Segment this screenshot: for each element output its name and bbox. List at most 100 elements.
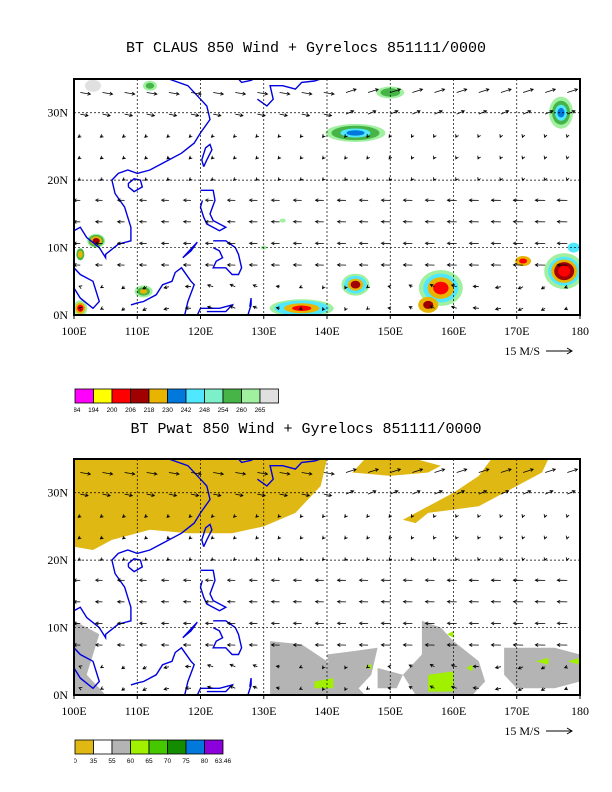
wind-vector-arrow xyxy=(78,285,83,289)
wind-vector-arrow xyxy=(322,687,326,692)
lon-tick-label: 130E xyxy=(251,324,276,338)
lat-tick-label: 10N xyxy=(47,621,68,635)
wind-vector-arrow xyxy=(512,621,524,626)
wind-vector-arrow xyxy=(190,113,200,117)
wind-vector-arrow xyxy=(138,198,147,203)
legend-swatch xyxy=(148,388,168,404)
wind-vector-arrow xyxy=(500,88,512,93)
pwat-band-60 xyxy=(428,671,454,692)
cloud-contour xyxy=(77,250,83,258)
wind-vector-arrow xyxy=(450,305,457,310)
legend-swatch xyxy=(74,739,94,755)
wind-vector-arrow xyxy=(138,263,147,267)
wind-vector-arrow xyxy=(206,305,214,310)
wind-vector-arrow xyxy=(80,91,92,96)
cloud-contour xyxy=(346,130,365,136)
wind-vector-arrow xyxy=(94,643,103,647)
wind-vector-arrow xyxy=(121,665,126,670)
wind-vector-arrow xyxy=(556,621,568,626)
coastline xyxy=(201,143,213,167)
wind-vector-arrow xyxy=(358,263,369,267)
wind-vector-arrow xyxy=(543,155,548,160)
wind-vector-arrow xyxy=(166,134,171,138)
wind-vector-arrow xyxy=(292,643,302,647)
pwat-band-55 xyxy=(402,620,486,695)
wind-vector-arrow xyxy=(121,134,126,138)
wind-vector-arrow xyxy=(160,643,169,647)
wind-vector-arrow xyxy=(446,621,457,626)
wind-vector-arrow xyxy=(160,263,169,267)
wind-vector-arrow xyxy=(336,599,347,604)
legend-swatch xyxy=(74,388,94,404)
wind-vector-arrow xyxy=(543,177,548,182)
wind-vector-arrow xyxy=(116,219,125,224)
wind-vector-arrow xyxy=(163,285,169,290)
wind-vector-arrow xyxy=(226,241,236,246)
wind-vector-arrow xyxy=(292,578,302,583)
lat-tick-label: 20N xyxy=(47,173,68,187)
wind-vector-arrow xyxy=(299,155,304,160)
wind-vector-arrow xyxy=(277,514,282,518)
legend-value-label: 55 xyxy=(108,758,116,765)
wind-vector-arrow xyxy=(255,514,260,518)
wind-vector-arrow xyxy=(204,643,214,647)
wind-vector-arrow xyxy=(344,665,348,670)
wind-vector-arrow xyxy=(556,198,568,203)
wind-vector-arrow xyxy=(521,134,526,139)
coastline xyxy=(130,266,196,315)
wind-vector-arrow xyxy=(358,643,369,647)
wind-vector-arrow xyxy=(204,578,214,583)
wind-vector-arrow xyxy=(204,198,214,203)
wind-vector-arrow xyxy=(248,621,258,626)
wind-vector-arrow xyxy=(94,578,103,583)
wind-vector-arrow xyxy=(455,514,459,519)
wind-vector-arrow xyxy=(366,306,370,310)
wind-vector-arrow xyxy=(543,557,548,562)
wind-vector-arrow xyxy=(322,307,326,312)
wind-vector-arrow xyxy=(517,307,524,311)
wind-vector-arrow xyxy=(522,468,534,473)
lon-tick-label: 180 xyxy=(571,324,589,338)
wind-vector-arrow xyxy=(299,557,304,562)
wind-vectors xyxy=(74,468,579,692)
wind-vector-arrow xyxy=(408,686,413,690)
wind-vector-arrow xyxy=(204,621,214,626)
lon-tick-label: 140E xyxy=(314,324,339,338)
wind-vector-arrow xyxy=(301,471,313,476)
wind-vector-arrow xyxy=(168,113,178,117)
lat-tick-label: 20N xyxy=(47,553,68,567)
wind-vector-arrow xyxy=(277,155,282,160)
lat-tick-label: 30N xyxy=(47,486,68,500)
wind-vector-arrow xyxy=(336,263,347,267)
legend-value-label: 206 xyxy=(125,407,136,414)
wind-vector-arrow xyxy=(512,198,524,203)
coastline xyxy=(196,303,235,315)
wind-vector-arrow xyxy=(299,535,304,540)
wind-vector-arrow xyxy=(545,490,554,495)
wind-vector-arrow xyxy=(229,685,236,689)
wind-vector-arrow xyxy=(144,514,148,518)
lon-tick-label: 110E xyxy=(125,324,150,338)
wind-vector-arrow xyxy=(358,599,369,604)
wind-vector-arrow xyxy=(563,665,568,669)
wind-vector-arrow xyxy=(301,113,311,117)
legend-value-label: 35 xyxy=(90,758,98,765)
wind-vector-arrow xyxy=(499,134,503,139)
wind-vector-arrow xyxy=(468,599,479,604)
coastline xyxy=(74,79,211,310)
wind-vector-arrow xyxy=(512,219,524,224)
lon-tick-label: 140E xyxy=(314,704,339,718)
wind-vector-arrow xyxy=(380,263,391,267)
wind-vector-arrow xyxy=(322,285,326,290)
reference-vector-label: 15 M/S xyxy=(504,724,540,738)
wind-vector-arrow xyxy=(517,687,524,691)
wind-vector-arrow xyxy=(468,198,479,203)
coastline xyxy=(200,79,202,80)
wind-vector-arrow xyxy=(358,219,369,224)
wind-vector-arrow xyxy=(543,514,548,519)
wind-vector-arrow xyxy=(184,686,192,690)
cloud-contour xyxy=(519,258,528,264)
lon-tick-label: 120E xyxy=(188,704,213,718)
wind-vector-arrow xyxy=(490,578,501,583)
wind-vector-arrow xyxy=(446,599,457,604)
